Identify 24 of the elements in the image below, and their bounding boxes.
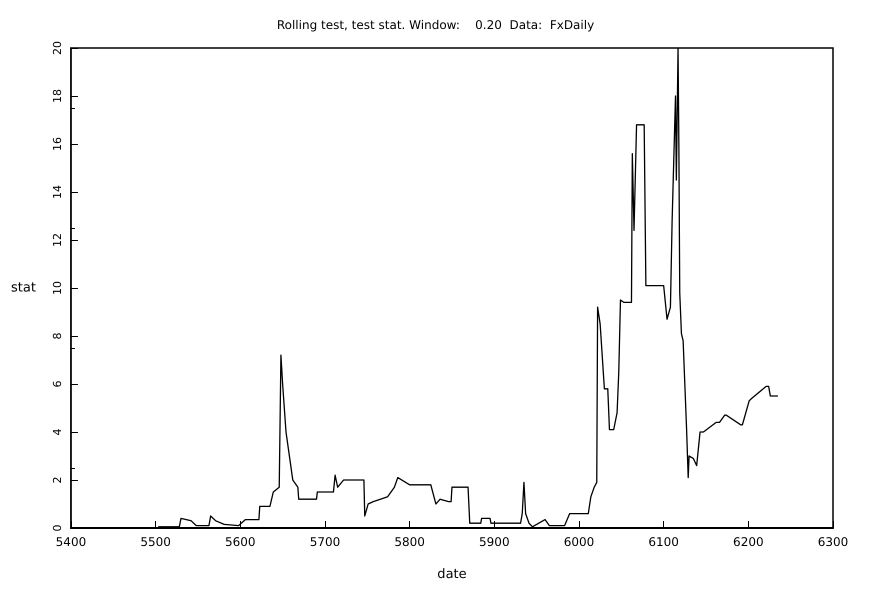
chart-title: Rolling test, test stat. Window: 0.20 Data: FxDaily: [276, 18, 594, 32]
y-tick-label: 6: [50, 380, 64, 388]
x-tick-label: 6300: [818, 535, 848, 549]
y-tick-label: 12: [50, 233, 64, 247]
y-tick-label: 20: [50, 41, 64, 55]
x-tick-label: 5800: [394, 535, 425, 549]
x-tick-label: 5600: [225, 535, 256, 549]
x-tick-label: 5900: [479, 535, 510, 549]
x-tick-label: 5400: [56, 535, 86, 549]
x-tick-label: 6000: [564, 535, 594, 549]
x-tick-label: 6100: [648, 535, 679, 549]
y-tick-label: 4: [50, 428, 64, 436]
x-tick-label: 5700: [310, 535, 340, 549]
y-tick-label: 10: [50, 281, 64, 295]
y-tick-label: 8: [50, 332, 64, 340]
y-axis-title: stat: [10, 280, 36, 296]
y-tick-label: 18: [50, 89, 64, 103]
y-tick-label: 0: [50, 524, 64, 532]
y-tick-label: 2: [50, 476, 64, 484]
y-tick-label: 14: [50, 185, 64, 199]
x-axis-title: date: [437, 567, 467, 582]
x-tick-label: 5500: [140, 535, 171, 549]
x-tick-label: 6200: [733, 535, 764, 549]
y-tick-label: 16: [50, 137, 64, 151]
